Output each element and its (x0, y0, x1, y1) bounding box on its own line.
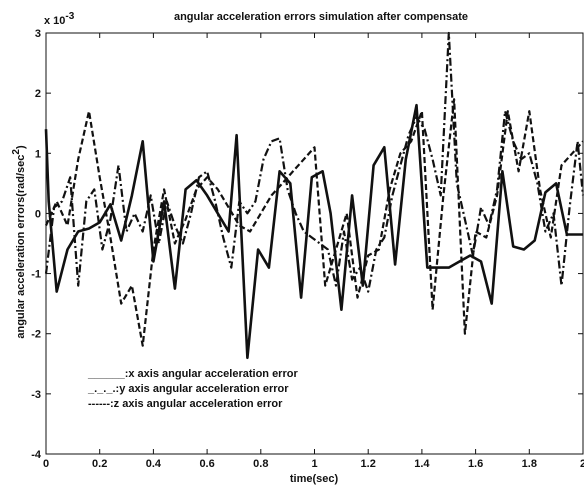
legend-entry-z: ------:z axis angular acceleration error (88, 398, 283, 410)
x-tick-label: 0.4 (146, 458, 162, 470)
y-axis-label-superscript: 2 (11, 149, 22, 155)
y-axis-label-main: angular acceleration errors(rad/sec (15, 155, 27, 339)
x-tick-label: 2 (580, 458, 584, 470)
x-tick-label: 0 (43, 458, 49, 470)
x-tick-label: 0.8 (253, 458, 268, 470)
legend-label-x: :x axis angular acceleration error (125, 368, 299, 380)
x-tick-label: 1 (311, 458, 317, 470)
y-axis-label-close: ) (15, 145, 27, 149)
series-layer (44, 31, 584, 360)
legend-label-y: :y axis angular acceleration error (116, 383, 290, 395)
y-axis-multiplier-exponent: -3 (65, 11, 74, 22)
x-tick-label: 1.2 (361, 458, 376, 470)
y-axis-multiplier-base: x 10 (44, 15, 65, 27)
y-tick-label: 2 (35, 88, 41, 100)
x-axis-label: time(sec) (290, 473, 339, 485)
y-tick-label: 0 (35, 208, 41, 220)
y-tick-label: 1 (35, 148, 41, 160)
x-tick-label: 1.6 (468, 458, 483, 470)
x-tick-label: 1.4 (414, 458, 430, 470)
y-tick-label: -4 (31, 449, 42, 461)
y-tick-label: -1 (31, 269, 41, 281)
series-x-line (44, 103, 583, 360)
y-tick-label: 3 (35, 28, 41, 40)
legend: ______:x axis angular acceleration error… (87, 368, 298, 410)
legend-label-z: :z axis angular acceleration error (110, 398, 283, 410)
legend-entry-y: _._._.:y axis angular acceleration error (87, 383, 289, 395)
y-tick-label: -3 (31, 389, 41, 401)
legend-entry-x: ______:x axis angular acceleration error (87, 368, 298, 380)
x-tick-label: 0.6 (199, 458, 214, 470)
chart-title: angular acceleration errors simulation a… (174, 11, 468, 23)
x-axis-ticks: 0 0.2 0.4 0.6 0.8 1 1.2 1.4 1.6 1.8 2 (43, 33, 584, 470)
legend-sample-x: ______ (87, 368, 126, 380)
legend-sample-y: _._._. (87, 383, 116, 395)
legend-sample-z: ------ (88, 398, 110, 410)
y-tick-label: -2 (31, 329, 41, 341)
series-z-line (44, 98, 584, 347)
y-axis-ticks: -4 -3 -2 -1 0 1 2 3 (31, 28, 583, 461)
y-axis-multiplier: x 10-3 (44, 11, 75, 27)
series-y-line (44, 31, 584, 293)
y-axis-label: angular acceleration errors(rad/sec2) (11, 145, 27, 339)
x-tick-label: 1.8 (522, 458, 537, 470)
x-tick-label: 0.2 (92, 458, 107, 470)
